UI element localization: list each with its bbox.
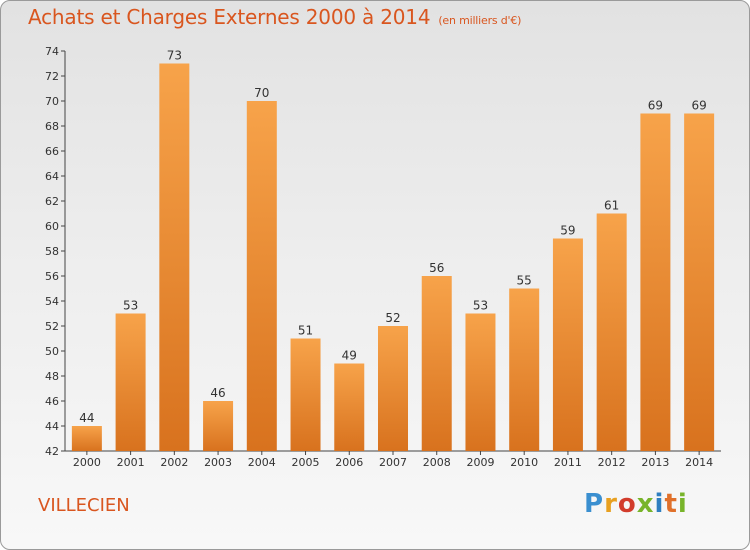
bar-2010 [509,288,540,451]
bar-value-label: 55 [517,274,532,288]
x-tick-label: 2010 [510,456,538,469]
bar-value-label: 69 [691,99,706,113]
bar-value-label: 44 [79,411,94,425]
bar-2014 [684,113,715,451]
bar-2012 [596,213,627,451]
bar-2001 [115,313,146,451]
bar-2004 [246,101,277,451]
bar-value-label: 56 [429,261,444,275]
x-tick-label: 2012 [598,456,626,469]
bar-value-label: 53 [123,299,138,313]
x-tick-label: 2003 [204,456,232,469]
bar-2008 [421,276,452,451]
bar-value-label: 53 [473,299,488,313]
bar-2005 [290,338,321,451]
bar-2006 [334,363,365,451]
bar-2013 [640,113,671,451]
y-tick-label: 66 [45,145,59,158]
y-tick-label: 60 [45,220,59,233]
y-tick-label: 50 [45,345,59,358]
y-tick-label: 58 [45,245,59,258]
bar-2007 [378,326,408,451]
bar-2009 [465,313,496,451]
bar-value-label: 52 [385,311,400,325]
bar-value-label: 73 [167,49,182,63]
bar-value-label: 59 [560,224,575,238]
bar-value-label: 51 [298,324,313,338]
y-tick-label: 48 [45,370,59,383]
proxiti-logo: Proxiti [584,489,688,519]
x-tick-label: 2006 [335,456,363,469]
y-tick-label: 54 [45,295,59,308]
bar-value-label: 46 [210,386,225,400]
y-tick-label: 64 [45,170,59,183]
y-tick-label: 68 [45,120,59,133]
y-tick-label: 72 [45,70,59,83]
y-tick-label: 56 [45,270,59,283]
commune-name: VILLECIEN [38,495,130,516]
chart-unit: (en milliers d'€) [438,14,522,27]
y-tick-label: 52 [45,320,59,333]
x-tick-label: 2007 [379,456,407,469]
x-tick-label: 2005 [292,456,320,469]
x-tick-label: 2011 [554,456,582,469]
x-tick-label: 2013 [641,456,669,469]
x-tick-label: 2008 [423,456,451,469]
bar-value-label: 61 [604,199,619,213]
bar-2011 [552,238,583,451]
bar-2000 [71,426,102,451]
x-tick-label: 2009 [466,456,494,469]
x-tick-label: 2000 [73,456,101,469]
x-tick-label: 2002 [160,456,188,469]
bar-2002 [159,63,190,451]
y-tick-label: 42 [45,445,59,458]
x-tick-label: 2004 [248,456,276,469]
x-tick-label: 2001 [117,456,145,469]
bar-2003 [203,401,234,451]
bar-value-label: 49 [342,349,357,363]
y-tick-label: 70 [45,95,59,108]
y-tick-label: 62 [45,195,59,208]
y-tick-label: 44 [45,420,59,433]
y-tick-label: 46 [45,395,59,408]
x-tick-label: 2014 [685,456,713,469]
bar-value-label: 70 [254,86,269,100]
y-tick-label: 74 [45,45,59,58]
chart-title: Achats et Charges Externes 2000 à 2014 (e… [28,5,522,29]
bar-value-label: 69 [648,99,663,113]
